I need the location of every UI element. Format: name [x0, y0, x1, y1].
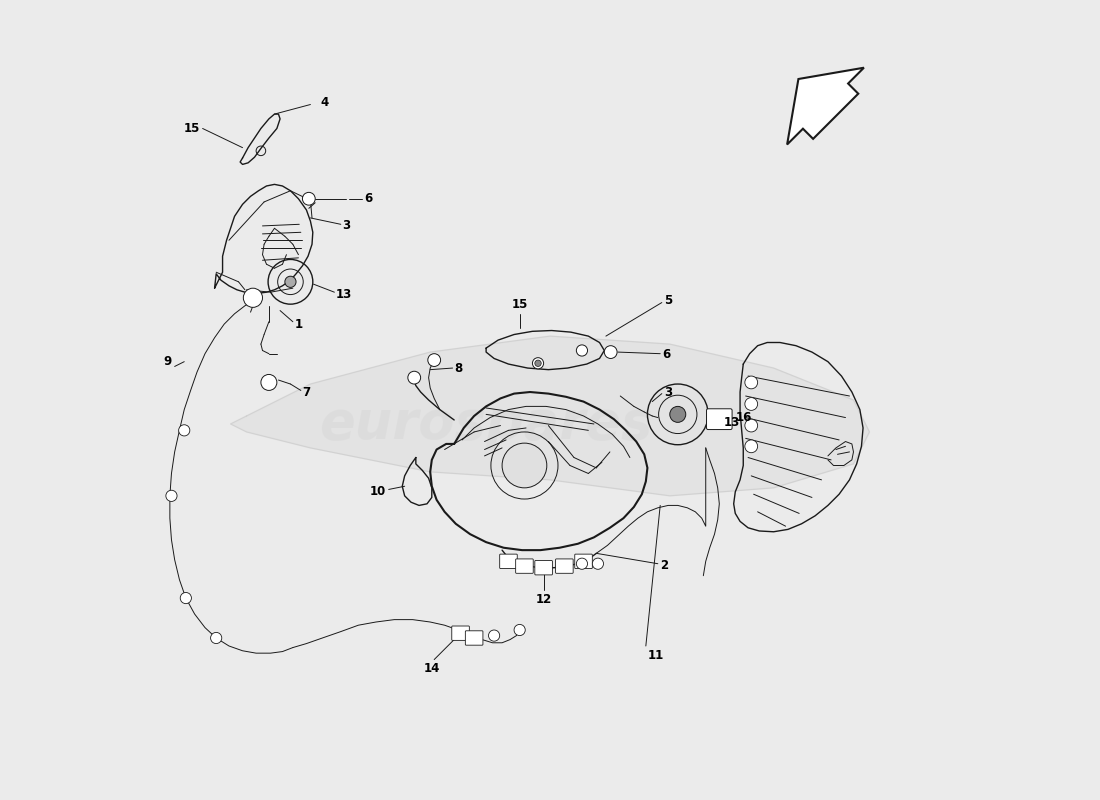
- Text: eurospares: eurospares: [319, 398, 652, 450]
- Text: 13: 13: [724, 416, 740, 429]
- Polygon shape: [788, 68, 864, 145]
- Circle shape: [592, 558, 604, 570]
- Text: 14: 14: [424, 662, 440, 675]
- Text: 16: 16: [735, 411, 751, 424]
- FancyBboxPatch shape: [706, 409, 733, 430]
- Circle shape: [428, 354, 441, 366]
- Circle shape: [302, 192, 316, 205]
- Circle shape: [532, 358, 543, 369]
- Circle shape: [408, 371, 420, 384]
- Circle shape: [243, 288, 263, 307]
- Circle shape: [180, 593, 191, 604]
- Circle shape: [576, 558, 587, 570]
- FancyBboxPatch shape: [575, 554, 592, 569]
- Text: 2: 2: [660, 559, 669, 572]
- FancyBboxPatch shape: [516, 559, 534, 574]
- Circle shape: [285, 276, 296, 287]
- Circle shape: [604, 346, 617, 358]
- Text: 3: 3: [664, 386, 672, 398]
- Circle shape: [166, 490, 177, 502]
- Text: 13: 13: [336, 288, 352, 301]
- Text: 6: 6: [365, 192, 373, 206]
- Polygon shape: [231, 336, 869, 496]
- Circle shape: [670, 406, 685, 422]
- Circle shape: [261, 374, 277, 390]
- Circle shape: [745, 419, 758, 432]
- Circle shape: [488, 630, 499, 641]
- Text: 12: 12: [536, 594, 552, 606]
- FancyBboxPatch shape: [535, 561, 552, 575]
- Circle shape: [576, 345, 587, 356]
- Text: 7: 7: [302, 386, 310, 398]
- Circle shape: [210, 632, 222, 643]
- Text: 10: 10: [370, 485, 385, 498]
- Text: 6: 6: [662, 348, 671, 361]
- Circle shape: [514, 625, 525, 635]
- FancyBboxPatch shape: [465, 630, 483, 645]
- Text: 11: 11: [648, 649, 663, 662]
- Circle shape: [178, 425, 190, 436]
- Circle shape: [745, 398, 758, 410]
- Text: 9: 9: [163, 355, 172, 368]
- Text: 5: 5: [664, 294, 672, 306]
- Circle shape: [745, 376, 758, 389]
- Text: 3: 3: [342, 219, 351, 233]
- Circle shape: [535, 360, 541, 366]
- Text: 1: 1: [295, 318, 302, 330]
- Text: 15: 15: [512, 298, 528, 310]
- Text: 15: 15: [184, 122, 200, 135]
- FancyBboxPatch shape: [556, 559, 573, 574]
- Text: 8: 8: [454, 362, 462, 374]
- Text: 4: 4: [320, 97, 328, 110]
- FancyBboxPatch shape: [452, 626, 470, 640]
- FancyBboxPatch shape: [499, 554, 517, 569]
- Circle shape: [745, 440, 758, 453]
- Circle shape: [502, 443, 547, 488]
